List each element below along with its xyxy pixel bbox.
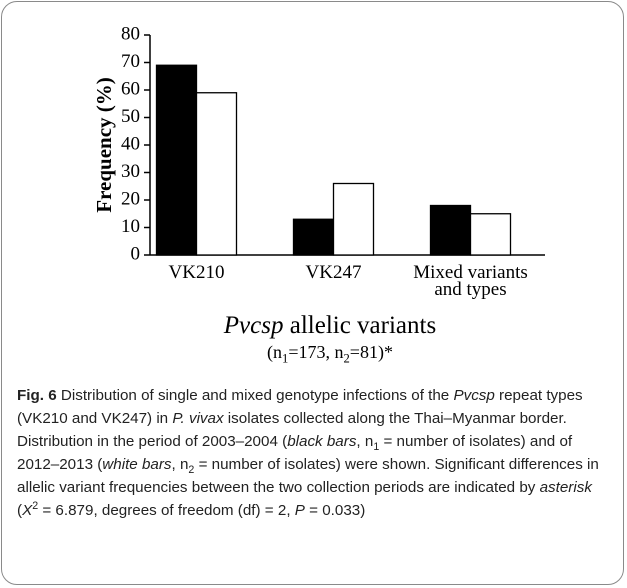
caption-part: 2 xyxy=(188,464,195,477)
x-tick-label: VK210 xyxy=(168,262,225,283)
x-tick-label: Mixed variants and types xyxy=(413,262,528,300)
y-tick-label: 20 xyxy=(121,188,140,209)
x-axis-label: Pvcsp allelic variants xyxy=(100,312,560,340)
figure-caption: Fig. 6 Distribution of single and mixed … xyxy=(17,384,615,522)
y-tick-label: 0 xyxy=(131,243,141,264)
caption-part: , n xyxy=(356,433,374,450)
bar xyxy=(155,64,198,256)
caption-part: asterisk xyxy=(539,479,592,496)
x-axis-sublabel-part: 1 xyxy=(282,351,289,366)
y-tick-label: 60 xyxy=(121,78,140,99)
caption-part: white bars xyxy=(102,456,172,473)
y-tick-label: 80 xyxy=(121,23,140,44)
caption-part: black bars xyxy=(287,433,357,450)
caption-part: 2 xyxy=(32,499,39,512)
x-tick-label: VK247 xyxy=(305,262,362,283)
y-tick-label: 30 xyxy=(121,161,140,182)
caption-part: 1 xyxy=(373,441,380,454)
caption-part: = number of isolates) were shown. Signif… xyxy=(17,456,599,496)
caption-part: P. vivax xyxy=(172,410,224,427)
bar xyxy=(332,182,375,256)
caption-part: = 6.879, degrees of freedom (df) = 2, xyxy=(38,502,295,519)
x-axis-label-part: Pvcsp xyxy=(223,312,284,339)
caption-part: Fig. 6 xyxy=(17,387,57,404)
y-tick-label: 10 xyxy=(121,216,140,237)
bar xyxy=(292,218,335,256)
caption-part: ( xyxy=(17,502,23,519)
bar xyxy=(429,204,472,256)
y-tick-label: 70 xyxy=(121,51,140,72)
caption-part: = number of isolates) and of 2012–2013 ( xyxy=(17,433,573,473)
caption-part: , n xyxy=(171,456,189,473)
bar xyxy=(469,213,512,256)
caption-part: repeat types (VK210 and VK247) in xyxy=(17,387,583,427)
x-axis-label-part: allelic variants xyxy=(283,312,437,339)
bar xyxy=(195,92,238,256)
x-axis-sublabel-part: 2 xyxy=(343,351,350,366)
y-axis-label: Frequency (%) xyxy=(92,77,116,213)
y-tick-label: 50 xyxy=(121,106,140,127)
x-axis-sublabel: (n1=173, n2=81)* xyxy=(100,342,560,366)
caption-part: X xyxy=(22,502,33,519)
caption-part: Distribution of single and mixed genotyp… xyxy=(56,387,454,404)
caption-part: = 0.033) xyxy=(304,502,366,519)
y-tick-label: 40 xyxy=(121,133,140,154)
caption-part: Pvcsp xyxy=(453,387,495,404)
x-axis-sublabel-part: =173, n xyxy=(288,342,344,362)
caption-part: P xyxy=(294,502,305,519)
x-axis-sublabel-part: (n xyxy=(267,342,283,362)
x-axis-sublabel-part: =81)* xyxy=(349,342,393,362)
caption-part: isolates collected along the Thai–Myanma… xyxy=(17,410,567,450)
